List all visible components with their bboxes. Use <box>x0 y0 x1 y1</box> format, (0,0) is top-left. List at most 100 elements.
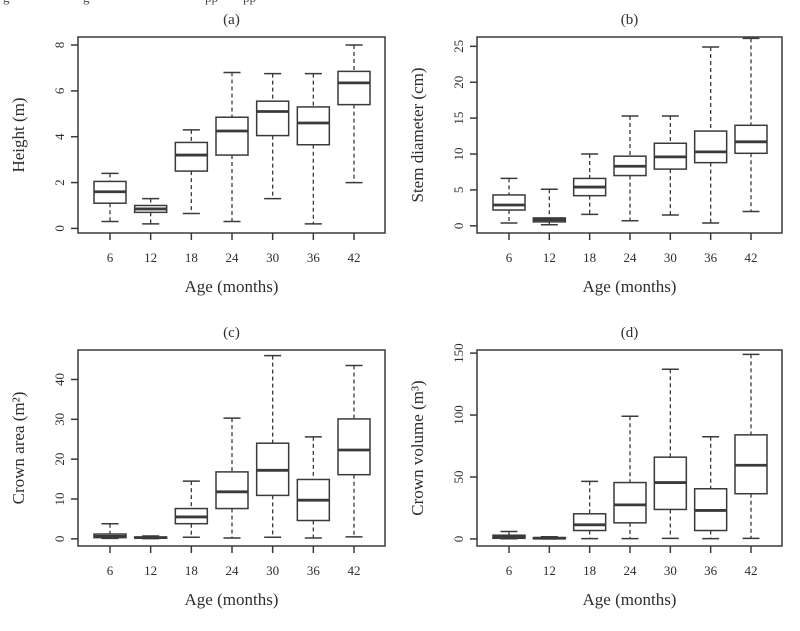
panel-b-stem-diameter-boxplot: (b) 0 5 10 15 20 25 Stem diameter (cm) 6 12 18 24 30… <box>400 0 800 300</box>
x-tick-label: 36 <box>307 250 321 265</box>
y-tick-label: 15 <box>451 112 466 125</box>
boxplot-box-age-42 <box>337 44 371 184</box>
boxplot-box-age-24 <box>613 115 647 222</box>
x-tick-label: 18 <box>185 250 198 265</box>
boxplot-box-age-18 <box>572 153 607 216</box>
y-tick-label: 20 <box>52 453 67 466</box>
iqr-box <box>613 481 647 524</box>
y-tick-label: 2 <box>52 179 67 186</box>
x-axis-title: Age (months) <box>185 277 279 296</box>
iqr-box <box>255 100 290 137</box>
boxplot-svg-c: (c) 0 10 20 30 40 Crown area (m²) 6 12 18 24 30 36 42… <box>9 325 386 609</box>
clipped-caption-fragment: pp <box>205 0 218 6</box>
clipped-caption-strip: g g pp pp <box>0 0 800 6</box>
x-tick-label: 12 <box>543 563 556 578</box>
y-tick-label: 0 <box>451 223 466 230</box>
x-axis-title: Age (months) <box>185 590 279 609</box>
iqr-box <box>337 70 371 106</box>
boxplot-box-age-6 <box>492 530 526 540</box>
boxplot-box-age-18 <box>174 129 209 215</box>
x-tick-label: 42 <box>745 250 758 265</box>
y-tick-label: 30 <box>52 413 67 426</box>
clipped-caption-fragment: pp <box>243 0 256 6</box>
boxplot-svg-b: (b) 0 5 10 15 20 25 Stem diameter (cm) 6 12 18 24 30… <box>408 12 783 296</box>
boxplot-svg-d: (d) 0 50 100 150 Crown volume (m³) 6 12 18 24 30 36… <box>408 325 783 609</box>
boxplot-box-age-6 <box>492 177 526 224</box>
y-tick-label: 4 <box>52 133 67 140</box>
panel-c-crown-area-boxplot: (c) 0 10 20 30 40 Crown area (m²) 6 12 18 24 30 36 42… <box>0 313 400 631</box>
boxplot-box-age-36 <box>296 72 331 225</box>
boxplot-box-age-18 <box>572 480 607 540</box>
y-tick-label: 40 <box>52 373 67 386</box>
x-tick-label: 6 <box>107 563 114 578</box>
y-tick-label: 0 <box>52 225 67 232</box>
clipped-caption-fragment: g <box>3 0 10 6</box>
x-tick-label: 30 <box>266 563 279 578</box>
iqr-box <box>572 513 607 532</box>
x-tick-label: 24 <box>624 250 638 265</box>
y-tick-label: 25 <box>451 40 466 53</box>
x-tick-label: 36 <box>307 563 321 578</box>
boxplot-box-age-30 <box>255 354 290 538</box>
boxplot-box-age-12 <box>532 535 567 540</box>
iqr-box <box>215 116 249 156</box>
y-tick-label: 10 <box>52 492 67 505</box>
x-tick-label: 6 <box>506 563 513 578</box>
boxplot-box-age-12 <box>133 197 168 225</box>
boxplot-box-age-6 <box>93 172 127 223</box>
iqr-box <box>337 418 371 476</box>
x-tick-label: 6 <box>506 250 513 265</box>
x-tick-label: 30 <box>266 250 279 265</box>
y-tick-label: 5 <box>451 187 466 194</box>
x-tick-label: 36 <box>704 250 718 265</box>
x-tick-label: 18 <box>185 563 198 578</box>
x-tick-label: 42 <box>348 563 361 578</box>
x-tick-label: 24 <box>624 563 638 578</box>
iqr-box <box>215 471 249 510</box>
x-tick-label: 24 <box>226 250 240 265</box>
boxplot-box-age-42 <box>734 37 768 213</box>
y-tick-label: 150 <box>451 343 466 363</box>
y-tick-label: 6 <box>52 87 67 94</box>
iqr-box <box>693 130 728 164</box>
x-tick-label: 18 <box>583 563 596 578</box>
x-tick-label: 24 <box>226 563 240 578</box>
y-tick-label: 0 <box>451 536 466 543</box>
panel-title: (d) <box>621 325 639 341</box>
y-axis-title: Crown volume (m³) <box>408 380 427 515</box>
boxplot-box-age-6 <box>93 522 127 540</box>
y-tick-label: 8 <box>52 42 67 49</box>
boxplot-box-age-24 <box>215 71 249 223</box>
x-tick-label: 30 <box>664 563 677 578</box>
panel-a-height-boxplot: (a) 0 2 4 6 8 Height (m) 6 12 18 24 30 36 42 Age (mont… <box>0 0 400 300</box>
y-tick-label: 0 <box>52 536 67 543</box>
x-tick-label: 30 <box>664 250 677 265</box>
boxplot-box-age-30 <box>653 115 688 216</box>
panel-title: (c) <box>223 325 240 341</box>
x-axis-title: Age (months) <box>583 590 677 609</box>
y-axis-title: Height (m) <box>9 97 28 172</box>
iqr-box <box>492 194 526 211</box>
x-axis-title: Age (months) <box>583 277 677 296</box>
x-tick-label: 12 <box>144 563 157 578</box>
x-tick-label: 42 <box>348 250 361 265</box>
panel-d-crown-volume-boxplot: (d) 0 50 100 150 Crown volume (m³) 6 12 18 24 30 36… <box>400 313 800 631</box>
boxplot-box-age-30 <box>255 72 290 200</box>
y-axis-title: Stem diameter (cm) <box>408 67 427 202</box>
y-tick-label: 20 <box>451 76 466 89</box>
boxplot-box-age-18 <box>174 480 209 538</box>
x-tick-label: 36 <box>704 563 718 578</box>
x-tick-label: 18 <box>583 250 596 265</box>
clipped-caption-fragment: g <box>83 0 90 6</box>
boxplot-box-age-12 <box>532 188 567 226</box>
boxplot-box-age-36 <box>296 436 331 539</box>
boxplot-box-age-24 <box>613 415 647 540</box>
x-tick-label: 42 <box>745 563 758 578</box>
x-tick-label: 12 <box>144 250 157 265</box>
panel-title: (b) <box>621 12 639 28</box>
x-tick-label: 6 <box>107 250 114 265</box>
iqr-box <box>734 124 768 155</box>
boxplot-box-age-42 <box>734 353 768 540</box>
